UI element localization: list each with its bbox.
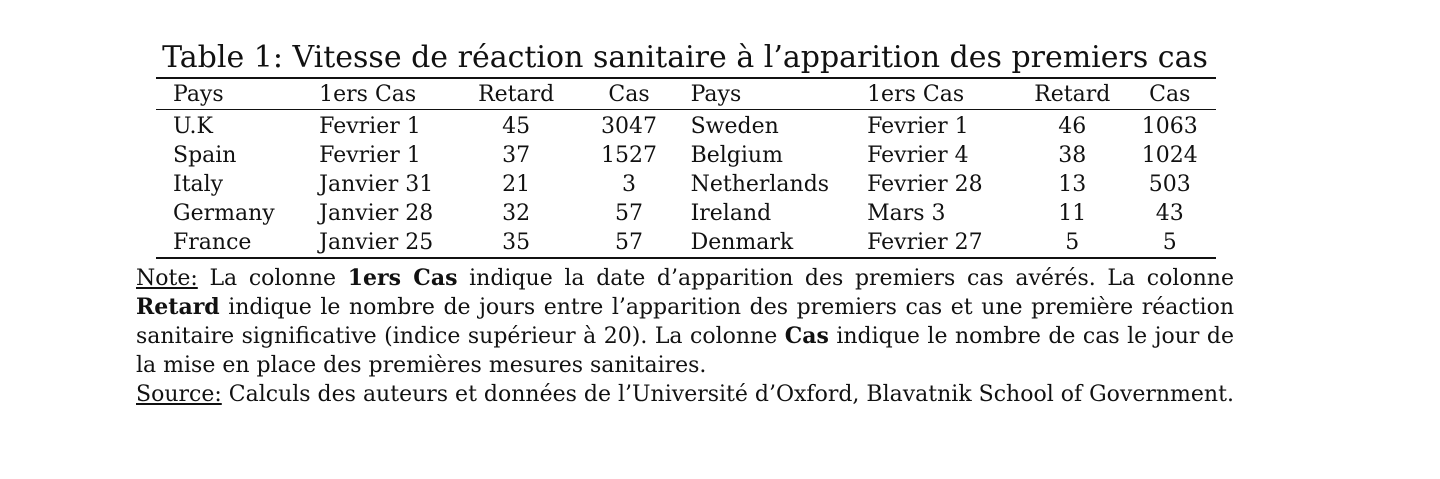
table-row: Spain Fevrier 1 37 1527 Belgium Fevrier … [156, 141, 1216, 170]
cell-cases: 5 [1162, 230, 1177, 255]
cell-cases: 43 [1155, 201, 1184, 226]
cell-country: Denmark [690, 230, 794, 255]
cell-country: Sweden [690, 114, 779, 139]
cell-first-case: Fevrier 1 [319, 114, 421, 139]
cell-first-case: Fevrier 4 [867, 143, 969, 168]
table-row: U.K Fevrier 1 45 3047 Sweden Fevrier 1 4… [156, 110, 1216, 142]
cell-country: Belgium [690, 143, 783, 168]
cell-delay: 46 [1058, 114, 1087, 139]
header-retard-left: Retard [478, 81, 555, 107]
cell-delay: 5 [1065, 230, 1080, 255]
cell-country: Italy [173, 172, 224, 197]
note-paragraph: Note: La colonne 1ers Cas indique la dat… [136, 264, 1234, 380]
cell-delay: 13 [1058, 172, 1087, 197]
cell-first-case: Janvier 28 [319, 201, 434, 226]
table-header-row: Pays 1ers Cas Retard Cas Pays 1ers Cas R… [156, 78, 1216, 110]
cell-cases: 3 [622, 172, 637, 197]
table-row: Italy Janvier 31 21 3 Netherlands Fevrie… [156, 170, 1216, 199]
header-pays-right: Pays [690, 81, 742, 107]
results-table-container: Pays 1ers Cas Retard Cas Pays 1ers Cas R… [156, 77, 1216, 259]
note-text: indique la date d’apparition des premier… [457, 266, 1234, 291]
header-1ers-cas-right: 1ers Cas [867, 81, 965, 107]
cell-cases: 57 [615, 201, 644, 226]
table-row: France Janvier 25 35 57 Denmark Fevrier … [156, 228, 1216, 258]
note-text: indique le nombre de cas le jour de la m… [136, 324, 1234, 378]
table-row: Germany Janvier 28 32 57 Ireland Mars 3 … [156, 199, 1216, 228]
cell-delay: 21 [502, 172, 531, 197]
header-pays-left: Pays [173, 81, 224, 107]
source-text: Calculs des auteurs et données de l’Univ… [221, 382, 1234, 407]
source-paragraph: Source: Calculs des auteurs et données d… [136, 380, 1234, 409]
cell-cases: 1063 [1141, 114, 1198, 139]
table-notes: Note: La colonne 1ers Cas indique la dat… [136, 264, 1234, 409]
cell-first-case: Fevrier 27 [867, 230, 983, 255]
cell-country: France [173, 230, 252, 255]
source-label: Source: [136, 382, 222, 407]
cell-first-case: Janvier 25 [319, 230, 434, 255]
cell-delay: 37 [502, 143, 531, 168]
note-label: Note: [136, 266, 198, 291]
cell-delay: 45 [502, 114, 531, 139]
cell-country: Ireland [690, 201, 772, 226]
header-retard-right: Retard [1034, 81, 1111, 107]
cell-delay: 11 [1058, 201, 1087, 226]
note-term-1ers-cas: 1ers Cas [347, 265, 458, 291]
note-text: La colonne [197, 266, 348, 291]
header-1ers-cas-left: 1ers Cas [319, 81, 417, 107]
cell-country: Germany [173, 201, 275, 226]
results-table: Pays 1ers Cas Retard Cas Pays 1ers Cas R… [156, 77, 1216, 259]
cell-cases: 1527 [601, 143, 658, 168]
cell-cases: 1024 [1141, 143, 1198, 168]
cell-first-case: Mars 3 [867, 201, 946, 226]
note-text: indique le nombre de jours entre l’appar… [136, 295, 1234, 349]
note-term-cas: Cas [784, 323, 829, 349]
header-cas-right: Cas [1149, 81, 1191, 107]
note-term-retard: Retard [136, 294, 220, 320]
cell-first-case: Fevrier 1 [867, 114, 969, 139]
cell-cases: 57 [615, 230, 644, 255]
cell-country: Netherlands [690, 172, 830, 197]
cell-first-case: Fevrier 1 [319, 143, 421, 168]
cell-country: U.K [173, 114, 213, 139]
cell-delay: 32 [502, 201, 531, 226]
table-caption: Table 1: Vitesse de réaction sanitaire à… [162, 40, 1208, 75]
cell-cases: 503 [1148, 172, 1191, 197]
cell-delay: 38 [1058, 143, 1087, 168]
cell-country: Spain [173, 143, 237, 168]
header-cas-left: Cas [608, 81, 650, 107]
cell-delay: 35 [502, 230, 531, 255]
cell-cases: 3047 [601, 114, 658, 139]
cell-first-case: Janvier 31 [319, 172, 434, 197]
cell-first-case: Fevrier 28 [867, 172, 983, 197]
